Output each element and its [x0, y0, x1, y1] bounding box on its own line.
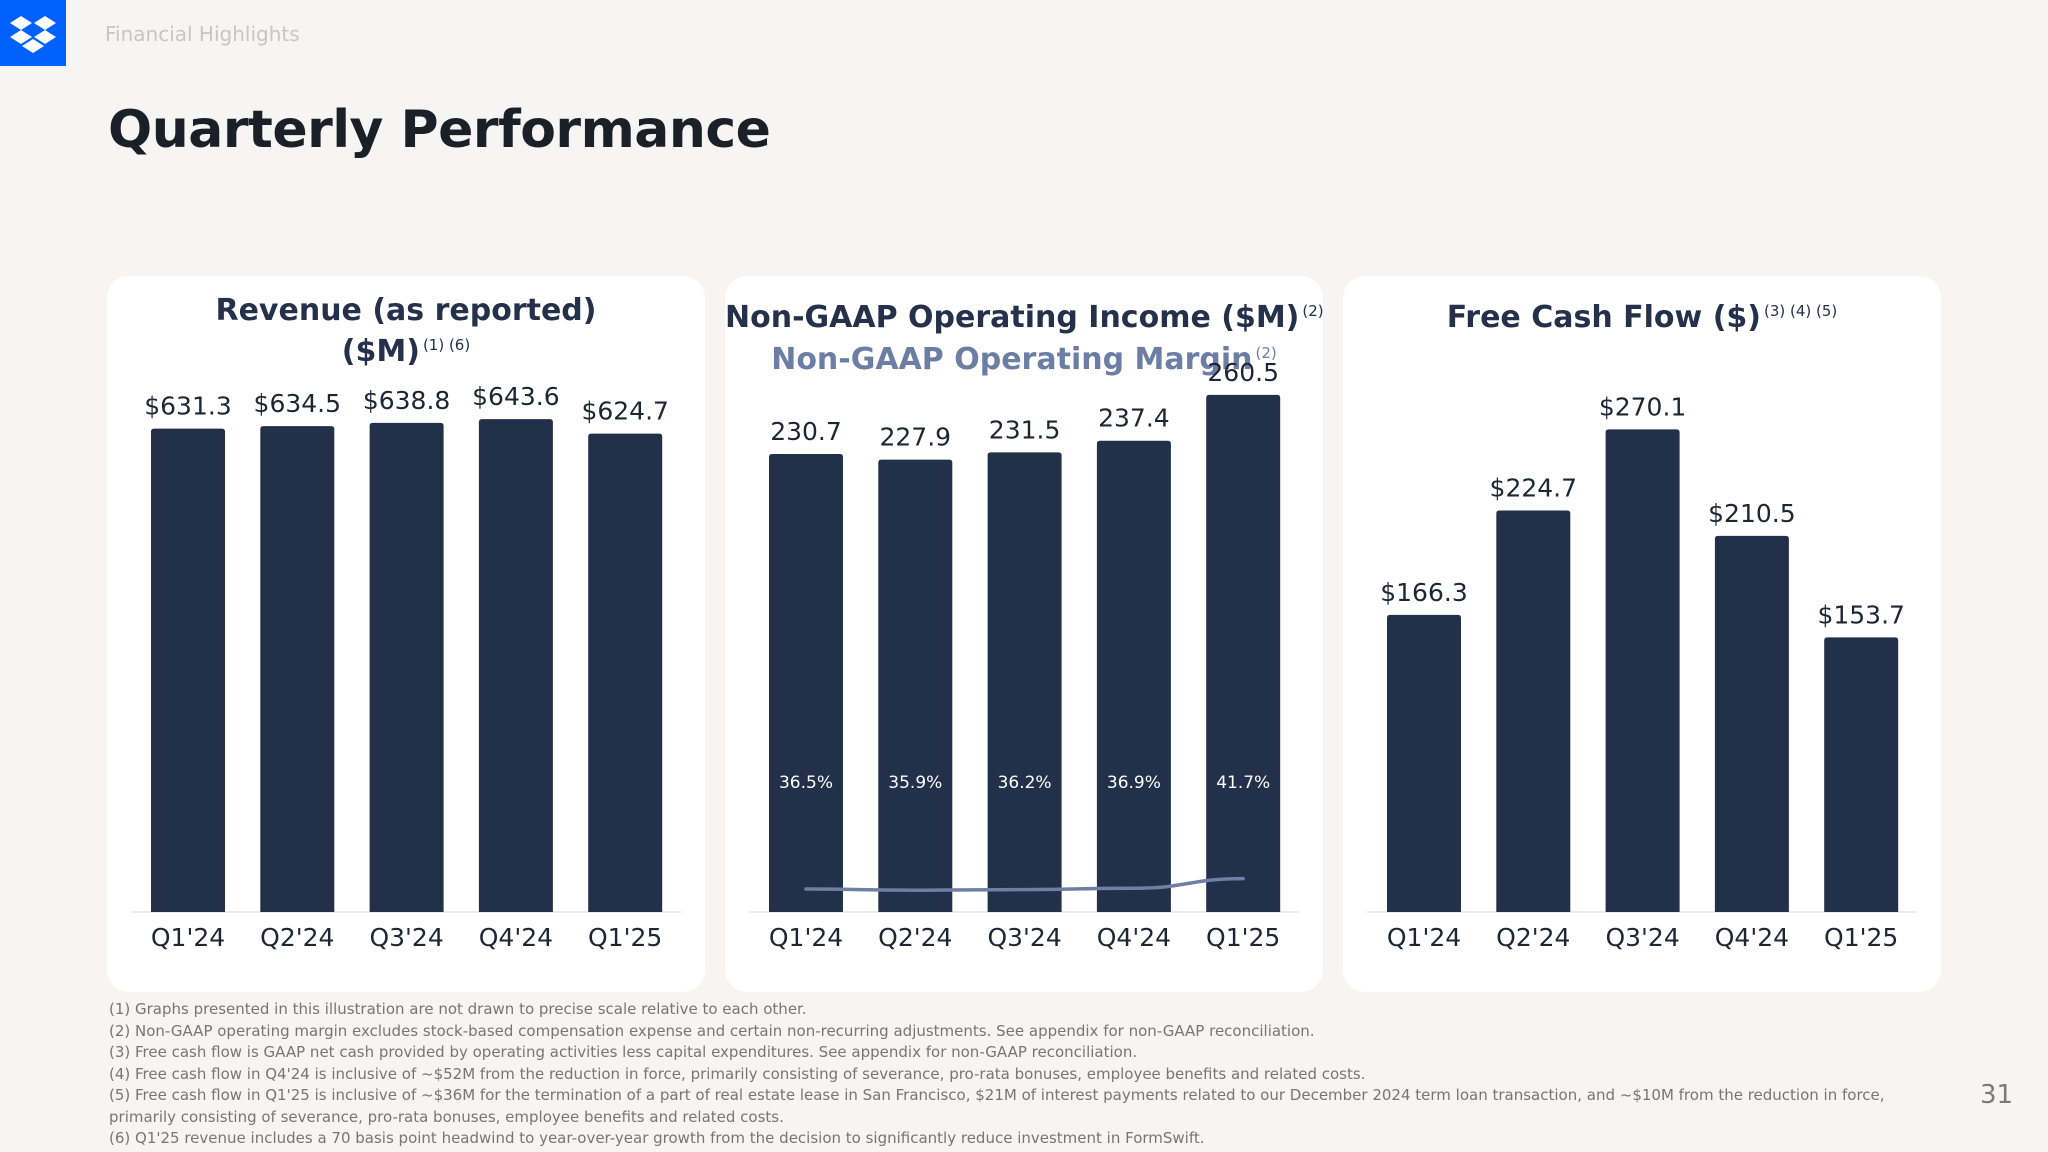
operating-income-data-label: 230.7 — [770, 417, 842, 446]
revenue-chart: $631.3 Q1'24 $634.5 Q2'24 $638.8 Q3'24 $643.6 Q… — [131, 382, 681, 952]
free-cash-flow-chart: $166.3 Q1'24 $224.7 Q2'24 $270.1 Q3'24 $210.5 Q… — [1367, 392, 1917, 952]
operating-margin-label: 35.9% — [888, 773, 942, 793]
free-cash-flow-bar — [1714, 535, 1789, 912]
operating-income-data-label: 227.9 — [880, 423, 952, 452]
free-cash-flow-bar — [1605, 429, 1680, 912]
revenue-bar — [588, 433, 663, 912]
page-title: Quarterly Performance — [108, 100, 771, 160]
operating-income-bar — [878, 459, 953, 912]
revenue-chart-title-line2: ($M) — [341, 334, 420, 369]
free-cash-flow-x-tick-label: Q1'25 — [1824, 923, 1898, 952]
revenue-data-label: $631.3 — [144, 392, 231, 421]
free-cash-flow-chart-title: Free Cash Flow ($) — [1446, 300, 1761, 335]
revenue-bar — [478, 419, 553, 912]
footnote-3: (3) Free cash flow is GAAP net cash prov… — [109, 1043, 1138, 1061]
revenue-chart-card: Revenue (as reported) ($M) (1) (6) $631.3… — [107, 276, 705, 992]
free-cash-flow-x-tick-label: Q4'24 — [1715, 923, 1789, 952]
revenue-x-tick-label: Q3'24 — [369, 923, 443, 952]
operating-income-bar — [987, 452, 1062, 912]
free-cash-flow-chart-card: Free Cash Flow ($) (3) (4) (5) $166.3 Q1'2… — [1343, 276, 1941, 992]
footnotes: (1) Graphs presented in this illustratio… — [109, 999, 1929, 1150]
revenue-bar — [151, 428, 225, 912]
operating-income-x-tick-label: Q2'24 — [878, 923, 952, 952]
free-cash-flow-data-label: $270.1 — [1599, 392, 1686, 421]
footnote-1: (1) Graphs presented in this illustratio… — [109, 1000, 807, 1018]
revenue-x-tick-label: Q1'25 — [588, 923, 662, 952]
revenue-data-label: $638.8 — [363, 386, 450, 415]
operating-income-chart-title-footnote: (2) — [1302, 302, 1324, 320]
operating-income-bar — [769, 454, 843, 912]
revenue-bar — [369, 422, 444, 912]
revenue-data-label: $634.5 — [254, 389, 341, 418]
footnote-4: (4) Free cash flow in Q4'24 is inclusive… — [109, 1064, 1366, 1083]
footnote-6: (6) Q1'25 revenue includes a 70 basis po… — [109, 1129, 1205, 1147]
operating-income-chart: 230.7 Q1'24 227.9 Q2'24 231.5 Q3'24 237.4 Q4'24… — [749, 358, 1299, 952]
operating-margin-subtitle-wrap: Non-GAAP Operating Margin (2) — [725, 335, 1323, 378]
free-cash-flow-chart-title-footnote: (3) (4) (5) — [1764, 302, 1838, 320]
operating-income-data-label: 260.5 — [1207, 358, 1279, 387]
free-cash-flow-x-tick-label: Q2'24 — [1496, 923, 1570, 952]
operating-income-x-tick-label: Q3'24 — [987, 923, 1061, 952]
revenue-chart-title-line2-wrap: ($M) (1) (6) — [107, 327, 705, 370]
footnote-5-continued: primarily consisting of severance, pro-r… — [109, 1107, 784, 1126]
revenue-x-tick-label: Q1'24 — [151, 923, 225, 952]
operating-margin-line — [804, 876, 1245, 892]
revenue-chart-title-footnote: (1) (6) — [422, 336, 471, 354]
free-cash-flow-x-tick-label: Q3'24 — [1605, 923, 1679, 952]
operating-margin-label: 41.7% — [1216, 773, 1270, 793]
free-cash-flow-data-label: $166.3 — [1380, 578, 1467, 607]
operating-margin-label: 36.2% — [998, 773, 1052, 793]
operating-income-data-label: 231.5 — [989, 415, 1061, 444]
operating-margin-subtitle: Non-GAAP Operating Margin — [771, 342, 1253, 377]
operating-margin-label: 36.9% — [1107, 773, 1161, 793]
free-cash-flow-chart-title-wrap: Free Cash Flow ($) (3) (4) (5) — [1343, 293, 1941, 336]
free-cash-flow-data-label: $153.7 — [1817, 600, 1904, 629]
free-cash-flow-bar — [1824, 637, 1899, 912]
revenue-data-label: $624.7 — [581, 397, 668, 426]
operating-income-bar — [1206, 394, 1281, 912]
revenue-x-tick-label: Q2'24 — [260, 923, 334, 952]
dropbox-logo-icon — [0, 0, 66, 66]
operating-income-chart-card: Non-GAAP Operating Income ($M) (2) Non-GA… — [725, 276, 1324, 992]
operating-income-data-label: 237.4 — [1098, 404, 1170, 433]
free-cash-flow-data-label: $224.7 — [1490, 474, 1577, 503]
operating-margin-label: 36.5% — [779, 773, 833, 793]
operating-income-chart-title: Non-GAAP Operating Income ($M) — [725, 300, 1300, 335]
footnote-2: (2) Non-GAAP operating margin excludes s… — [109, 1021, 1315, 1040]
revenue-x-tick-label: Q4'24 — [479, 923, 553, 952]
revenue-data-label: $643.6 — [472, 382, 559, 411]
free-cash-flow-data-label: $210.5 — [1708, 499, 1795, 528]
revenue-bar — [260, 426, 335, 912]
operating-income-chart-title-wrap: Non-GAAP Operating Income ($M) (2) — [725, 293, 1324, 336]
operating-income-x-tick-label: Q1'25 — [1206, 923, 1280, 952]
operating-income-bar — [1096, 440, 1171, 912]
free-cash-flow-bar — [1496, 510, 1571, 912]
revenue-chart-title-line1: Revenue (as reported) — [215, 293, 597, 328]
free-cash-flow-bar — [1387, 614, 1461, 912]
section-label: Financial Highlights — [105, 22, 300, 46]
page-number: 31 — [1980, 1080, 2014, 1110]
operating-income-x-tick-label: Q4'24 — [1097, 923, 1171, 952]
free-cash-flow-x-tick-label: Q1'24 — [1387, 923, 1461, 952]
operating-income-x-tick-label: Q1'24 — [769, 923, 843, 952]
footnote-5: (5) Free cash flow in Q1'25 is inclusive… — [109, 1086, 1885, 1104]
operating-margin-subtitle-footnote: (2) — [1255, 344, 1277, 362]
